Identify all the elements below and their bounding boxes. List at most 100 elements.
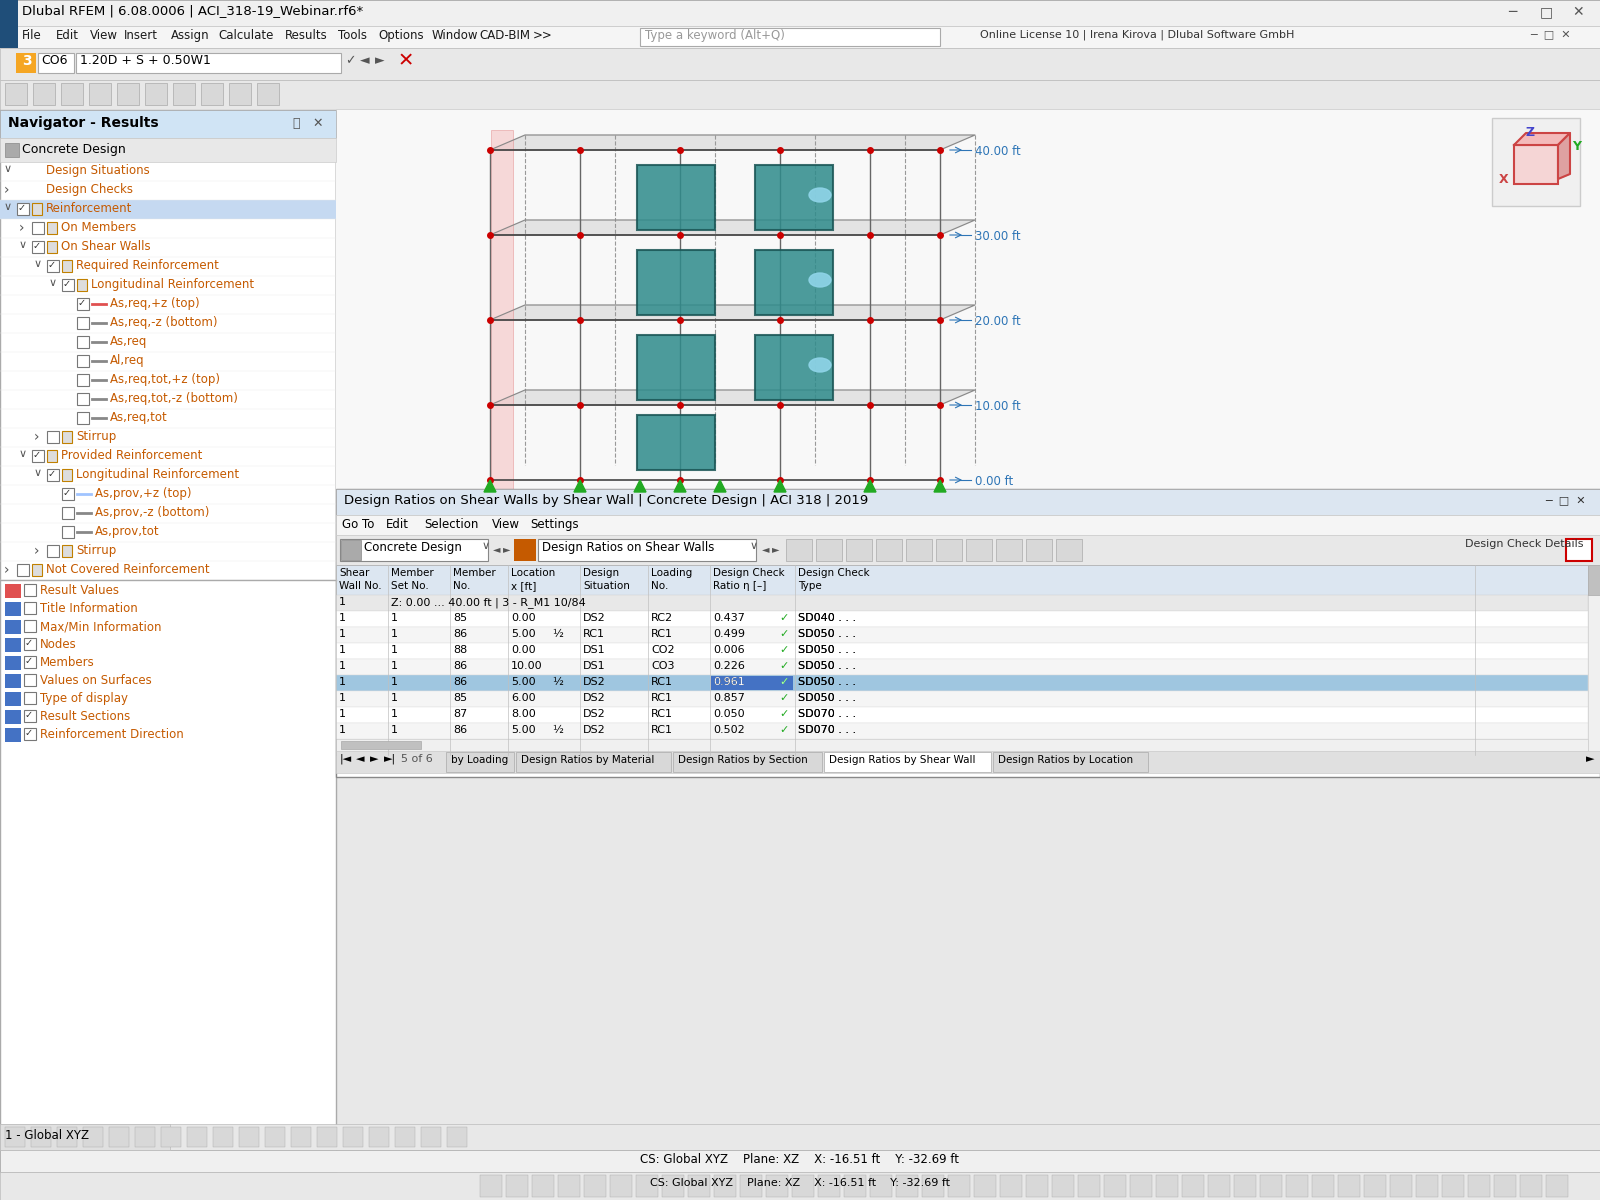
Bar (1312, 1175, 1334, 1198)
Text: As,req,tot,+z (top): As,req,tot,+z (top) (110, 373, 221, 386)
Ellipse shape (810, 358, 830, 372)
Text: CO2: CO2 (651, 646, 675, 655)
Polygon shape (934, 480, 946, 492)
Text: 0.499: 0.499 (714, 629, 746, 638)
Bar (766, 1175, 787, 1198)
Bar (58, 1127, 77, 1147)
Text: SD070 . . .: SD070 . . . (798, 709, 856, 719)
Text: Al,req: Al,req (110, 354, 144, 367)
Text: Design Situations: Design Situations (46, 164, 150, 176)
Text: 1: 1 (339, 661, 346, 671)
Text: Reinforcement: Reinforcement (46, 202, 133, 215)
Text: ›: › (3, 182, 10, 197)
Text: Calculate: Calculate (218, 29, 274, 42)
Text: Online License 10 | Irena Kirova | Dlubal Software GmbH: Online License 10 | Irena Kirova | Dluba… (979, 29, 1294, 40)
Text: Result Values: Result Values (40, 584, 118, 596)
Bar (24, 656, 35, 668)
Text: DS2: DS2 (582, 725, 606, 734)
Text: 1: 1 (390, 629, 398, 638)
Text: 87: 87 (453, 709, 467, 719)
Bar (1587, 565, 1600, 751)
Bar (974, 1175, 995, 1198)
Text: by Loading: by Loading (451, 755, 509, 766)
Bar (46, 545, 59, 557)
Text: ∨: ∨ (750, 541, 758, 551)
Text: Not Covered Reinforcement: Not Covered Reinforcement (46, 563, 210, 576)
Text: 1: 1 (339, 709, 346, 719)
Text: 5 of 6: 5 of 6 (402, 754, 432, 764)
Text: 1: 1 (339, 692, 346, 703)
Text: Ratio η [–]: Ratio η [–] (714, 581, 766, 590)
Text: 20.00 ft: 20.00 ft (974, 314, 1021, 328)
Text: Results: Results (285, 29, 328, 42)
Bar (446, 752, 514, 772)
Text: Window: Window (432, 29, 478, 42)
Text: SD040 . . .: SD040 . . . (798, 613, 856, 623)
Bar (336, 565, 1600, 595)
Text: 6.00: 6.00 (510, 692, 536, 703)
Text: 1: 1 (390, 677, 398, 686)
Bar (506, 1175, 528, 1198)
Bar (5, 674, 21, 688)
Text: Design Check: Design Check (798, 568, 870, 578)
Bar (291, 1127, 310, 1147)
Text: Tools: Tools (338, 29, 366, 42)
Bar (24, 728, 35, 740)
Text: ─  □  ✕: ─ □ ✕ (1530, 29, 1571, 38)
Text: SD050 . . .: SD050 . . . (798, 692, 856, 703)
Bar (755, 164, 834, 230)
Bar (134, 1127, 155, 1147)
Text: 10.00: 10.00 (510, 661, 542, 671)
Polygon shape (864, 480, 877, 492)
Text: ✓: ✓ (62, 278, 70, 289)
Text: RC1: RC1 (651, 725, 674, 734)
Polygon shape (634, 480, 646, 492)
Text: Design Ratios by Material: Design Ratios by Material (522, 755, 654, 766)
Text: 1: 1 (390, 613, 398, 623)
Bar (1514, 145, 1558, 184)
Bar (896, 1175, 918, 1198)
Text: ✕: ✕ (1571, 5, 1584, 19)
Bar (32, 241, 45, 253)
Polygon shape (714, 480, 726, 492)
Text: 1: 1 (339, 613, 346, 623)
Bar (5, 710, 21, 724)
Bar (336, 722, 1587, 739)
Text: As,req: As,req (110, 335, 147, 348)
Bar (1363, 1175, 1386, 1198)
Bar (336, 674, 1587, 691)
Text: Design Checks: Design Checks (46, 182, 133, 196)
Text: 3: 3 (22, 54, 32, 68)
Polygon shape (490, 305, 974, 320)
Text: ✓: ✓ (26, 710, 34, 720)
Bar (336, 626, 1587, 643)
Bar (77, 317, 90, 329)
Text: 0.006: 0.006 (714, 646, 744, 655)
Bar (317, 1127, 338, 1147)
Bar (0, 110, 336, 1172)
Bar (32, 450, 45, 462)
Bar (24, 584, 35, 596)
Text: 0.961: 0.961 (714, 677, 744, 686)
Bar (936, 539, 962, 560)
Text: CO6: CO6 (42, 54, 67, 67)
Bar (62, 526, 74, 538)
Bar (558, 1175, 579, 1198)
Bar (187, 1127, 206, 1147)
Text: CAD-BIM: CAD-BIM (478, 29, 530, 42)
Text: 10.00 ft: 10.00 ft (974, 400, 1021, 413)
Text: 8.00: 8.00 (510, 709, 536, 719)
Bar (336, 490, 1600, 515)
Text: SD070 . . .: SD070 . . . (798, 725, 856, 734)
Bar (538, 539, 757, 560)
Text: As,req,tot: As,req,tot (110, 410, 168, 424)
Bar (46, 260, 59, 272)
Bar (0, 110, 336, 138)
Text: Location: Location (510, 568, 555, 578)
Bar (0, 1150, 1600, 1172)
Bar (755, 335, 834, 400)
Bar (117, 83, 139, 104)
Text: x [ft]: x [ft] (510, 581, 536, 590)
Bar (0, 80, 1600, 110)
Text: On Shear Walls: On Shear Walls (61, 240, 150, 253)
